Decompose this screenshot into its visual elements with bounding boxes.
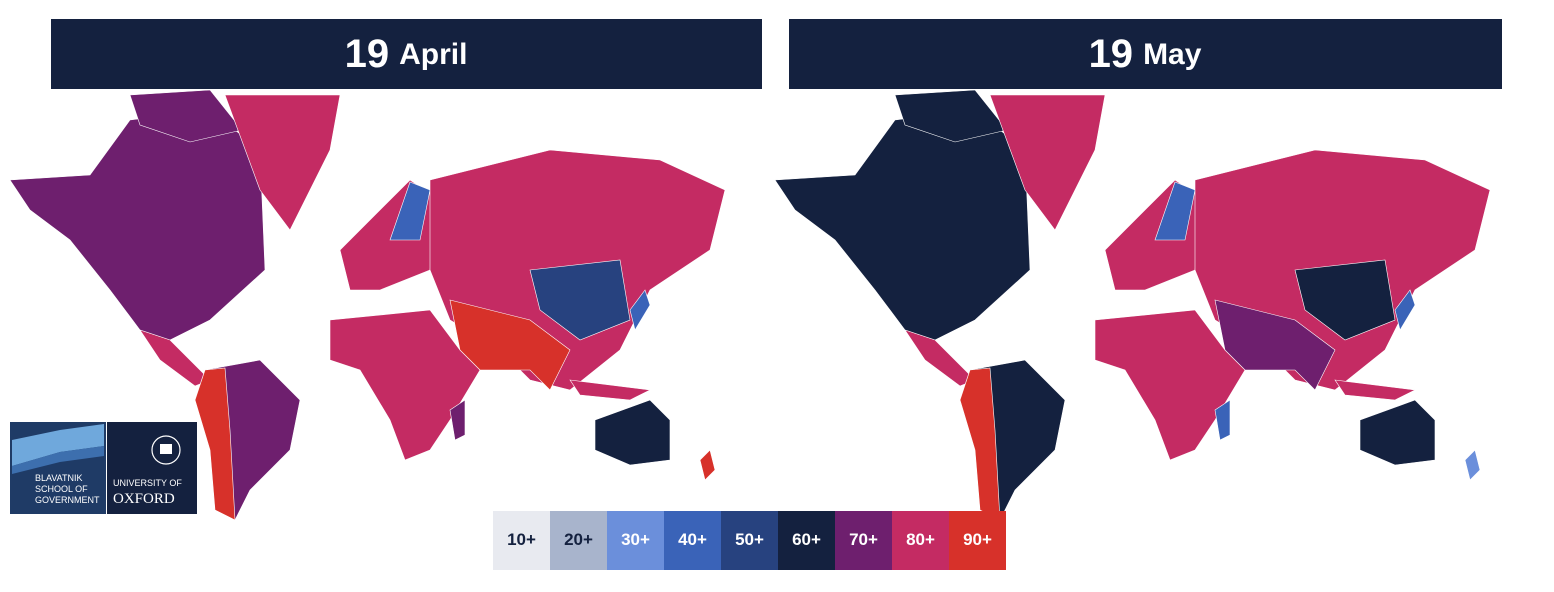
- landmass: [1214, 399, 1231, 441]
- legend-label: 20+: [564, 530, 593, 549]
- landmass: [904, 329, 976, 387]
- legend-swatch: [664, 511, 721, 570]
- legend-swatch: [493, 511, 550, 570]
- header-month: May: [1143, 38, 1202, 71]
- logo-text: SCHOOL OF: [35, 484, 88, 494]
- logo-text: BLAVATNIK: [35, 473, 83, 483]
- landmass: [139, 329, 211, 387]
- landmass: [529, 259, 631, 341]
- legend-label: 80+: [906, 530, 935, 549]
- world-map: [9, 89, 726, 521]
- logo-stripe: [12, 446, 104, 474]
- legend-label: 70+: [849, 530, 878, 549]
- header-bar: [789, 19, 1502, 89]
- logo: BLAVATNIK SCHOOL OF GOVERNMENT UNIVERSIT…: [10, 422, 197, 514]
- logo-text: UNIVERSITY OF: [113, 478, 182, 488]
- header-title: 19 April: [345, 32, 468, 76]
- legend-swatch: [721, 511, 778, 570]
- landmass: [1464, 449, 1481, 481]
- legend-label: 30+: [621, 530, 650, 549]
- logo-crest: [151, 435, 181, 465]
- landmass: [699, 449, 716, 481]
- landmass: [1334, 379, 1417, 401]
- legend-swatch: [949, 511, 1006, 570]
- logo-stripe: [12, 424, 104, 466]
- landmass: [329, 309, 481, 461]
- logo-text: GOVERNMENT: [35, 495, 100, 505]
- landmass: [629, 289, 651, 331]
- legend-swatch: [550, 511, 607, 570]
- legend-label: 40+: [678, 530, 707, 549]
- header-day: 19: [345, 32, 390, 76]
- legend-swatch: [892, 511, 949, 570]
- landmass: [894, 89, 1008, 143]
- legend-swatch: [835, 511, 892, 570]
- legend-swatch: [778, 511, 835, 570]
- landmass: [1359, 399, 1436, 466]
- legend-label: 10+: [507, 530, 536, 549]
- logo-text: OXFORD: [113, 491, 175, 507]
- landmass: [194, 367, 236, 521]
- logo-crest-book: [160, 444, 172, 454]
- landmass: [1214, 299, 1336, 391]
- landmass: [1394, 289, 1416, 331]
- logo-university-box: [107, 422, 197, 514]
- landmass: [449, 399, 466, 441]
- landmass: [569, 379, 652, 401]
- legend-swatch: [607, 511, 664, 570]
- landmass: [774, 109, 1031, 341]
- legend-label: 90+: [963, 530, 992, 549]
- landmass: [9, 109, 266, 341]
- header-day: 19: [1089, 32, 1134, 76]
- landmass: [449, 299, 571, 391]
- legend-label: 50+: [735, 530, 764, 549]
- header-title: 19 May: [1089, 32, 1202, 76]
- legend-label: 60+: [792, 530, 821, 549]
- landmass: [129, 89, 243, 143]
- header-bar: [51, 19, 762, 89]
- landmass: [989, 94, 1106, 231]
- header-month: April: [399, 38, 467, 71]
- landmass: [594, 399, 671, 466]
- landmass: [1294, 259, 1396, 341]
- world-map: [774, 89, 1491, 521]
- landmass: [1094, 309, 1246, 461]
- legend: 10+ 20+ 30+ 40+ 50+ 60+ 70+ 80+ 90+: [493, 511, 1006, 570]
- landmass: [224, 94, 341, 231]
